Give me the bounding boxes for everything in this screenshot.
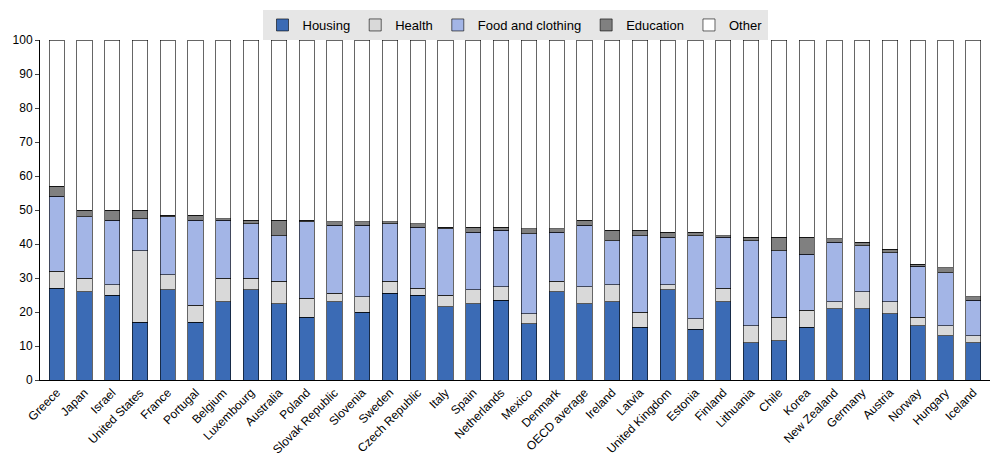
svg-text:Poland: Poland [277,386,313,422]
svg-text:80: 80 [19,101,33,115]
svg-text:Mexico: Mexico [498,386,535,423]
svg-text:Food and clothing: Food and clothing [478,18,581,33]
svg-text:Japan: Japan [58,386,91,419]
svg-text:Lithuania: Lithuania [713,386,758,431]
svg-text:Sweden: Sweden [356,386,397,427]
svg-text:20: 20 [19,305,33,319]
svg-text:10: 10 [19,339,33,353]
svg-text:Housing: Housing [303,18,351,33]
svg-text:70: 70 [19,135,33,149]
svg-text:Latvia: Latvia [614,386,647,419]
svg-text:Italy: Italy [426,386,451,411]
svg-text:Australia: Australia [242,386,285,429]
svg-text:Israel: Israel [88,386,119,417]
svg-text:Denmark: Denmark [519,385,564,430]
svg-text:Education: Education [626,18,684,33]
svg-text:New Zealand: New Zealand [781,386,841,446]
svg-text:Chile: Chile [756,386,785,415]
svg-text:Austria: Austria [860,386,897,423]
svg-text:Iceland: Iceland [942,386,979,423]
svg-text:Health: Health [395,18,433,33]
svg-text:60: 60 [19,169,33,183]
svg-text:90: 90 [19,67,33,81]
svg-text:30: 30 [19,271,33,285]
svg-text:Czech Republic: Czech Republic [355,386,424,455]
svg-text:Luxembourg: Luxembourg [200,386,257,443]
svg-text:Hungary: Hungary [910,386,952,428]
svg-text:Korea: Korea [780,386,813,419]
svg-text:France: France [138,386,175,423]
svg-text:Slovenia: Slovenia [326,386,369,429]
svg-text:40: 40 [19,237,33,251]
svg-text:Finland: Finland [692,386,730,424]
svg-text:Belgium: Belgium [189,386,230,427]
svg-text:100: 100 [13,33,33,47]
svg-text:Estonia: Estonia [664,386,702,424]
svg-text:0: 0 [26,373,33,387]
svg-text:United Kingdom: United Kingdom [604,386,674,456]
svg-text:Portugal: Portugal [160,386,202,428]
svg-text:Spain: Spain [448,386,480,418]
svg-text:Ireland: Ireland [583,386,619,422]
svg-text:50: 50 [19,203,33,217]
svg-text:Slovak Republic: Slovak Republic [270,386,341,457]
svg-text:United States: United States [86,386,147,447]
svg-text:OECD average: OECD average [523,386,591,454]
svg-text:Germany: Germany [824,386,869,431]
svg-text:Other: Other [729,18,762,33]
svg-text:Norway: Norway [885,386,924,425]
svg-text:Netherlands: Netherlands [452,386,508,442]
svg-text:Greece: Greece [25,386,63,424]
